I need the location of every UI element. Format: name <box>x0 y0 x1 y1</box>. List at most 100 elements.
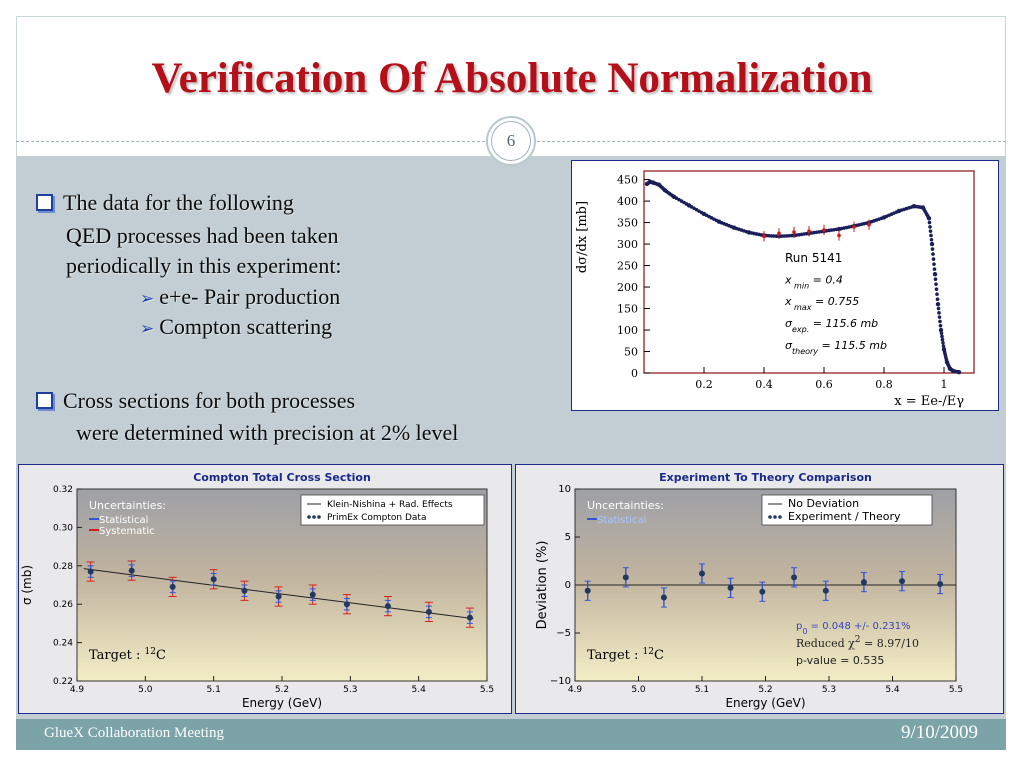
data-point <box>275 593 282 600</box>
subitem-1: ➢ e+e- Pair production <box>140 282 340 314</box>
data-point <box>899 578 906 585</box>
data-point <box>932 271 938 277</box>
data-point <box>934 282 938 286</box>
x-tick-label: 5.1 <box>695 685 709 695</box>
x-tick-label: 4.9 <box>70 685 85 695</box>
fit-region-point <box>822 228 826 232</box>
x-tick-label: 5.0 <box>138 685 153 695</box>
y-tick-label: 0.30 <box>53 523 73 533</box>
y-tick-label: 100 <box>617 324 638 337</box>
arrow-bullet-icon: ➢ <box>140 289 155 308</box>
data-point <box>941 341 945 345</box>
data-point <box>727 584 734 591</box>
data-point <box>935 297 940 302</box>
checkbox-bullet-icon <box>36 194 53 212</box>
y-tick-label: 0.26 <box>53 600 73 610</box>
data-point <box>622 574 629 581</box>
y-tick-label: 0 <box>565 580 571 591</box>
y-tick-label: 200 <box>617 281 638 294</box>
y-axis-label: σ (mb) <box>20 565 34 605</box>
data-point <box>941 344 946 348</box>
data-point <box>937 315 942 319</box>
data-point <box>929 241 935 247</box>
x-axis-label: Energy (GeV) <box>242 696 322 710</box>
subitem-2: ➢ Compton scattering <box>140 312 332 344</box>
legend-dot-swatch <box>307 515 311 519</box>
data-point <box>928 229 933 233</box>
data-point <box>699 210 704 215</box>
data-point <box>210 576 217 583</box>
x-tick-label: 0.4 <box>755 378 773 391</box>
subitem-2-label: Compton scattering <box>159 314 333 339</box>
legend-dot-swatch <box>312 515 316 519</box>
x-axis-label: Energy (GeV) <box>725 696 805 710</box>
slide-title: Verification Of Absolute Normalization <box>151 55 873 102</box>
deviation-chart: Experiment To Theory Comparison −10 −5 0 5 10… <box>516 465 1003 713</box>
data-point <box>241 587 248 594</box>
y-tick-label: −10 <box>550 676 571 687</box>
data-point <box>791 574 798 581</box>
legend-dot-swatch <box>778 515 782 519</box>
fit-region-point <box>807 229 811 233</box>
y-axis-label: Deviation (%) <box>535 541 550 630</box>
y-tick-label: 0.22 <box>53 677 73 687</box>
legend-item-label: Statistical <box>99 515 148 526</box>
legend-dot-swatch <box>317 515 321 519</box>
data-point <box>926 214 930 219</box>
annotation-sigma-theory: σtheory = 115.5 mb <box>785 339 887 356</box>
data-point <box>940 334 944 339</box>
data-point <box>759 588 766 595</box>
data-point <box>909 205 914 209</box>
annotation-run: Run 5141 <box>785 251 842 265</box>
data-point <box>938 319 942 324</box>
data-point <box>834 227 839 232</box>
x-tick-label: 5.0 <box>631 685 646 695</box>
data-point <box>937 581 944 588</box>
chart-title: Experiment To Theory Comparison <box>659 471 872 484</box>
uncertainties-label: Uncertainties: <box>89 499 166 512</box>
fit-chi2: Reduced χ2 = 8.97/10 <box>796 635 919 650</box>
footer-text: GlueX Collaboration Meeting <box>44 725 224 741</box>
data-point <box>935 302 941 307</box>
bullet-2-line-1: Cross sections for both processes <box>63 388 356 413</box>
data-point <box>956 370 960 374</box>
y-tick-label: 0.24 <box>53 639 73 649</box>
deviation-chart-panel: Experiment To Theory Comparison −10 −5 0 5 10… <box>515 464 1004 714</box>
data-point <box>774 234 779 238</box>
fit-pvalue: p-value = 0.535 <box>796 654 884 667</box>
bullet-1: The data for the following <box>36 188 294 218</box>
legend-item-label: Systematic <box>99 526 155 537</box>
data-point <box>343 601 350 608</box>
x-tick-label: 0.8 <box>875 378 893 391</box>
y-tick-label: 0.28 <box>53 562 73 572</box>
x-tick-label: 1 <box>941 378 948 391</box>
y-tick-label: 400 <box>617 195 638 208</box>
legend-dot-swatch <box>768 515 772 519</box>
data-point <box>939 331 944 336</box>
data-point <box>932 262 936 266</box>
x-tick-label: 5.2 <box>758 685 772 695</box>
data-point <box>938 327 944 333</box>
plot-frame <box>643 170 975 374</box>
data-point <box>932 267 937 271</box>
data-point <box>169 583 176 590</box>
data-point <box>929 233 933 238</box>
slide-number: 6 <box>486 116 536 166</box>
footer-date: 9/10/2009 <box>900 722 978 743</box>
compton-chart: Compton Total Cross Section 0.22 0.24 0.26 0… <box>19 465 511 713</box>
annotation-xmax: x max = 0.755 <box>784 295 859 312</box>
data-point <box>425 608 432 615</box>
fit-p0: p0 = 0.048 +/- 0.231% <box>796 621 911 636</box>
x-tick-label: 5.3 <box>343 685 357 695</box>
y-tick-label: 10 <box>558 484 571 495</box>
x-tick-label: 0.6 <box>815 378 833 391</box>
legend-item-label: Statistical <box>597 515 646 526</box>
x-tick-label: 5.2 <box>275 685 289 695</box>
data-point <box>928 225 932 229</box>
x-tick-label: 4.9 <box>568 685 583 695</box>
compton-chart-panel: Compton Total Cross Section 0.22 0.24 0.26 0… <box>18 464 512 714</box>
legend-dot-swatch <box>773 515 777 519</box>
y-tick-label: 150 <box>617 303 638 316</box>
data-point <box>789 233 794 238</box>
bullet-1-line-3: periodically in this experiment: <box>66 253 342 278</box>
